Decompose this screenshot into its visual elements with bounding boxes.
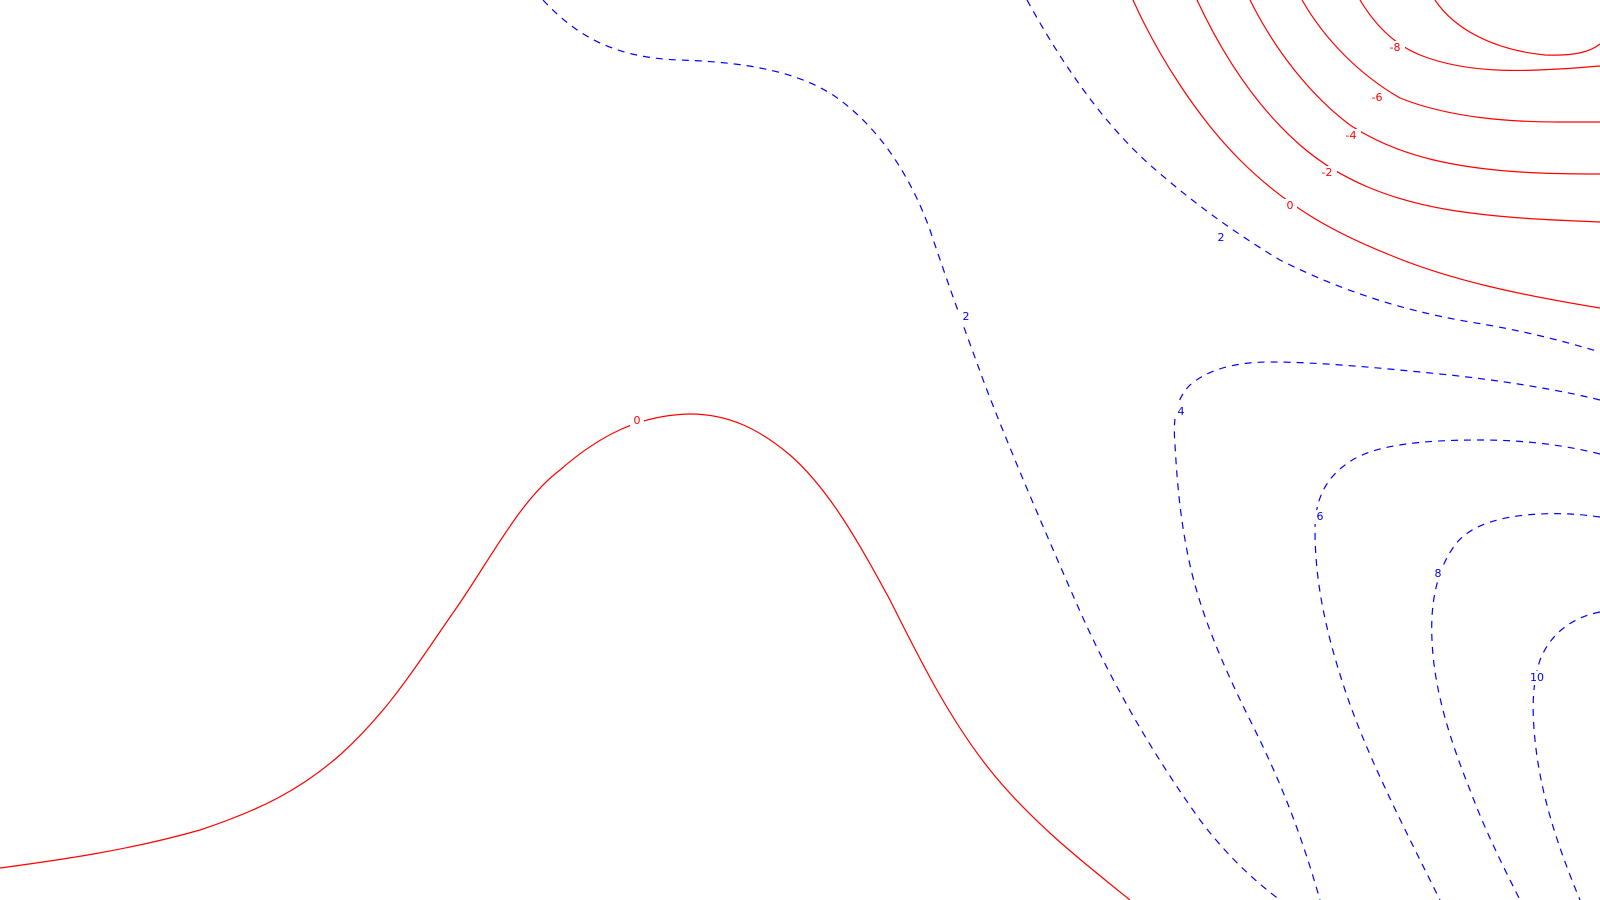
contour-label-background (1367, 91, 1387, 105)
contour-label-background (1317, 166, 1337, 180)
contour-label-10: 10 (1530, 671, 1544, 684)
contour-labels: 0 0 -2 -4 -6 -8 2 2 4 6 8 10 (630, 41, 1547, 685)
contour-label-background (1313, 510, 1327, 524)
contour-label-background (1283, 199, 1297, 213)
contour-label-background (1174, 405, 1188, 419)
contour-label-background (1431, 567, 1445, 581)
contour-line-level-minus8-1 (1434, 0, 1600, 56)
contour-label-minus2: -2 (1322, 166, 1333, 179)
contour-line-level-0-1 (1132, 0, 1600, 309)
contour-label-background (630, 414, 644, 428)
contour-label-8: 8 (1435, 567, 1442, 580)
contour-label-background (1341, 129, 1361, 143)
contour-label-4: 4 (1178, 405, 1185, 418)
contour-line-level-minus4-0 (1249, 0, 1600, 175)
contour-line-level-minus2-0 (1196, 0, 1600, 223)
contour-line-level-minus8-0 (1359, 0, 1600, 72)
contour-line-level-0-0 (0, 413, 1131, 900)
contour-line-level-2-1 (1026, 0, 1600, 353)
contour-line-level-8-0 (1431, 513, 1600, 900)
contour-label-0: 0 (1287, 199, 1294, 212)
contour-line-level-4-0 (1173, 361, 1600, 900)
contour-label-background (959, 310, 973, 324)
contour-label-2: 2 (1218, 231, 1225, 244)
contour-line-level-minus6-0 (1301, 0, 1600, 123)
contour-label-minus4: -4 (1346, 129, 1357, 142)
contour-label-6: 6 (1317, 510, 1324, 523)
contour-label-background (1385, 41, 1405, 55)
contour-label-minus6: -6 (1372, 91, 1383, 104)
contour-label-background (1214, 231, 1228, 245)
contour-line-level-10-0 (1532, 611, 1600, 900)
contour-label-minus8: -8 (1390, 41, 1401, 54)
contour-label-2: 2 (963, 310, 970, 323)
contour-label-0: 0 (634, 414, 641, 427)
contour-label-background (1527, 671, 1547, 685)
contour-line-level-2-0 (542, 0, 1281, 900)
